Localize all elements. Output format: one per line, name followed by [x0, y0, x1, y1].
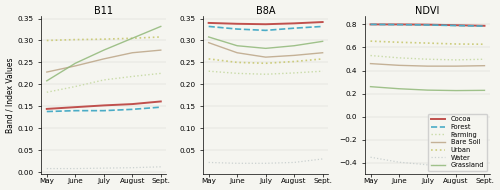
Title: B11: B11	[94, 6, 114, 16]
Title: NDVI: NDVI	[416, 6, 440, 16]
Legend: Cocoa, Forest, Farming, Bare Soil, Urban, Water, Grassland: Cocoa, Forest, Farming, Bare Soil, Urban…	[428, 114, 487, 171]
Y-axis label: Band / Index Values: Band / Index Values	[6, 58, 15, 133]
Title: B8A: B8A	[256, 6, 276, 16]
